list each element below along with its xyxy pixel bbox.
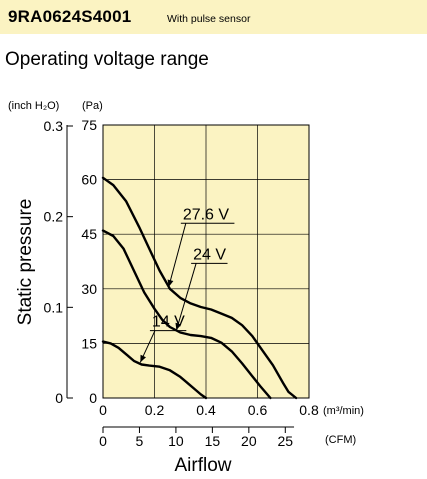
x-primary-tick-label: 0 <box>99 402 107 418</box>
series-label: 27.6 V <box>183 206 230 223</box>
curve-27-6v <box>101 176 298 400</box>
series-leader-arrow <box>167 279 174 287</box>
y-secondary-tick-label: 0 <box>55 390 63 406</box>
series-label: 14 V <box>152 314 185 331</box>
x-primary-tick-label: 0.2 <box>145 402 165 418</box>
series-leader-arrow <box>140 354 146 363</box>
y-secondary-unit: (inch H₂O) <box>8 100 59 112</box>
x-secondary-unit: (CFM) <box>325 434 356 446</box>
x-secondary-tick-label: 5 <box>136 433 144 449</box>
x-primary-tick-label: 0.6 <box>248 402 268 418</box>
title-banner: 9RA0624S4001 With pulse sensor <box>0 0 427 34</box>
y-primary-tick-label: 45 <box>81 226 97 242</box>
series-label: 24 V <box>193 246 226 263</box>
curve-24v <box>101 229 272 400</box>
y-primary-tick-label: 15 <box>81 335 97 351</box>
x-secondary-tick-label: 25 <box>278 433 294 449</box>
y-primary-unit: (Pa) <box>82 100 103 112</box>
y-primary-tick-label: 60 <box>81 172 97 188</box>
x-secondary-tick-label: 15 <box>205 433 221 449</box>
x-secondary-tick-label: 20 <box>241 433 257 449</box>
y-secondary-tick-label: 0.3 <box>44 118 64 134</box>
model-title: 9RA0624S4001 <box>8 7 132 26</box>
section-title: Operating voltage range <box>5 49 209 70</box>
x-axis-title: Airflow <box>174 455 231 476</box>
y-axis-title: Static pressure <box>15 199 36 326</box>
series-leader-line <box>168 223 187 288</box>
y-primary-tick-label: 0 <box>89 390 97 406</box>
x-primary-tick-label: 0.8 <box>299 402 319 418</box>
model-note: With pulse sensor <box>167 13 251 25</box>
y-primary-tick-label: 75 <box>81 117 97 133</box>
y-secondary-tick-label: 0.2 <box>44 209 64 225</box>
x-secondary-tick-label: 10 <box>168 433 184 449</box>
curve-14v <box>101 340 208 400</box>
series-leader-arrow <box>175 322 182 331</box>
y-primary-tick-label: 30 <box>81 281 97 297</box>
series-leader-line <box>175 263 197 331</box>
x-primary-tick-label: 0.4 <box>196 402 216 418</box>
x-secondary-tick-label: 0 <box>99 433 107 449</box>
y-secondary-tick-label: 0.1 <box>44 299 64 315</box>
x-primary-unit: (m³/min) <box>323 405 364 417</box>
